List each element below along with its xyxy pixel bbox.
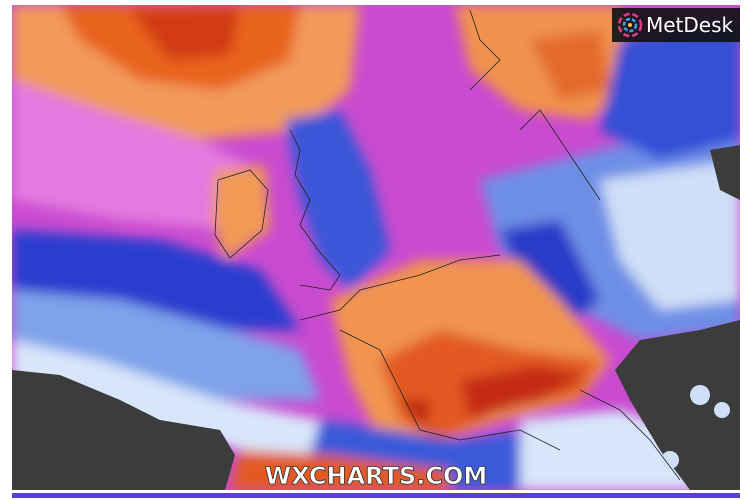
cold-spots	[661, 385, 730, 469]
temperature-field	[12, 5, 740, 490]
coastlines	[214, 9, 681, 481]
masked-land-se	[615, 320, 740, 490]
map-layer	[12, 5, 740, 490]
logo-text: MetDesk	[646, 13, 734, 37]
logo-icon	[617, 12, 643, 38]
masked-land-sw	[12, 370, 235, 490]
colour-bar	[12, 493, 740, 498]
watermark: WXCHARTS.COM	[265, 462, 487, 490]
masked-land-ne	[710, 145, 740, 200]
logo: MetDesk	[612, 8, 740, 42]
